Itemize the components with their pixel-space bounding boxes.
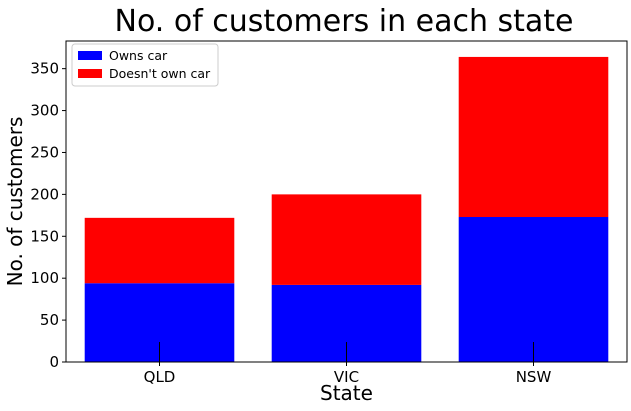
- legend-swatch: [78, 69, 102, 78]
- x-axis-label: State: [320, 381, 373, 405]
- x-tick-label: QLD: [144, 368, 176, 386]
- bar-vic-series-1: [271, 194, 422, 285]
- y-tick-label: 100: [30, 269, 59, 287]
- legend-swatch: [78, 51, 102, 60]
- legend-label: Owns car: [109, 48, 168, 63]
- y-tick-label: 0: [49, 353, 59, 371]
- legend-box: [71, 43, 219, 87]
- y-tick-label: 50: [40, 311, 59, 329]
- plot-frame: [65, 40, 628, 363]
- y-tick-label: 350: [30, 60, 59, 78]
- y-tick-label: 200: [30, 185, 59, 203]
- y-tick-label: 150: [30, 227, 59, 245]
- chart-title: No. of customers in each state: [115, 4, 574, 39]
- x-axis-ticks: QLD VIC NSW: [144, 362, 552, 386]
- x-tick-label: VIC: [334, 368, 359, 386]
- bar-qld-series-1: [84, 217, 235, 284]
- bar-nsw-series-1: [458, 56, 609, 218]
- y-tick-label: 250: [30, 143, 59, 161]
- bars-group: [84, 56, 609, 362]
- legend: Owns car Doesn't own car: [71, 43, 219, 87]
- y-axis-ticks: 0 50 100 150 200 250 300 350: [30, 60, 66, 371]
- y-tick-label: 300: [30, 102, 59, 120]
- y-axis-label: No. of customers: [3, 117, 27, 287]
- x-tick-label: NSW: [516, 368, 552, 386]
- legend-label: Doesn't own car: [109, 66, 211, 81]
- bar-nsw-series-0: [458, 217, 609, 362]
